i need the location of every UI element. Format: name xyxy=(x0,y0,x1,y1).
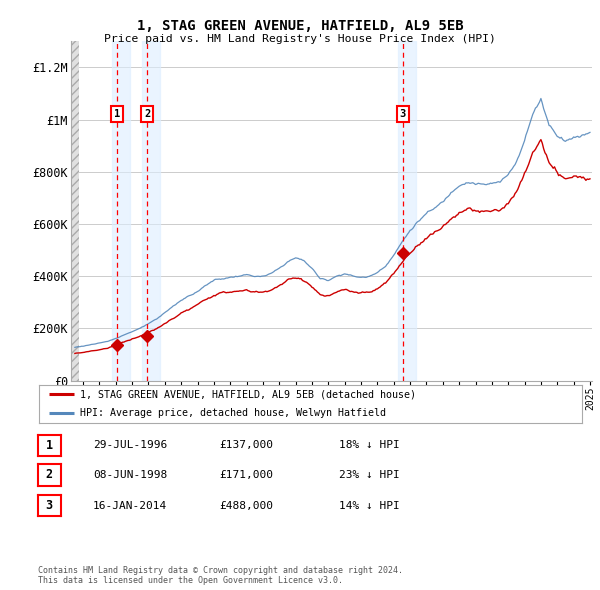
Bar xyxy=(71,41,79,381)
Text: 1, STAG GREEN AVENUE, HATFIELD, AL9 5EB: 1, STAG GREEN AVENUE, HATFIELD, AL9 5EB xyxy=(137,19,463,33)
Text: 1: 1 xyxy=(46,439,53,452)
Text: 2: 2 xyxy=(144,109,151,119)
Text: 23% ↓ HPI: 23% ↓ HPI xyxy=(339,470,400,480)
Text: Contains HM Land Registry data © Crown copyright and database right 2024.
This d: Contains HM Land Registry data © Crown c… xyxy=(38,566,403,585)
Text: £488,000: £488,000 xyxy=(219,501,273,510)
Text: £171,000: £171,000 xyxy=(219,470,273,480)
Text: 16-JAN-2014: 16-JAN-2014 xyxy=(93,501,167,510)
Text: 1: 1 xyxy=(114,109,120,119)
Text: 18% ↓ HPI: 18% ↓ HPI xyxy=(339,441,400,450)
Text: 14% ↓ HPI: 14% ↓ HPI xyxy=(339,501,400,510)
Text: 29-JUL-1996: 29-JUL-1996 xyxy=(93,441,167,450)
Bar xyxy=(398,41,416,381)
Text: 1, STAG GREEN AVENUE, HATFIELD, AL9 5EB (detached house): 1, STAG GREEN AVENUE, HATFIELD, AL9 5EB … xyxy=(80,389,416,399)
Text: 08-JUN-1998: 08-JUN-1998 xyxy=(93,470,167,480)
Text: 3: 3 xyxy=(400,109,406,119)
Text: 3: 3 xyxy=(46,499,53,512)
Bar xyxy=(112,41,130,381)
Text: 2: 2 xyxy=(46,468,53,481)
Text: HPI: Average price, detached house, Welwyn Hatfield: HPI: Average price, detached house, Welw… xyxy=(80,408,386,418)
Text: £137,000: £137,000 xyxy=(219,441,273,450)
Bar xyxy=(142,41,160,381)
Text: Price paid vs. HM Land Registry's House Price Index (HPI): Price paid vs. HM Land Registry's House … xyxy=(104,34,496,44)
